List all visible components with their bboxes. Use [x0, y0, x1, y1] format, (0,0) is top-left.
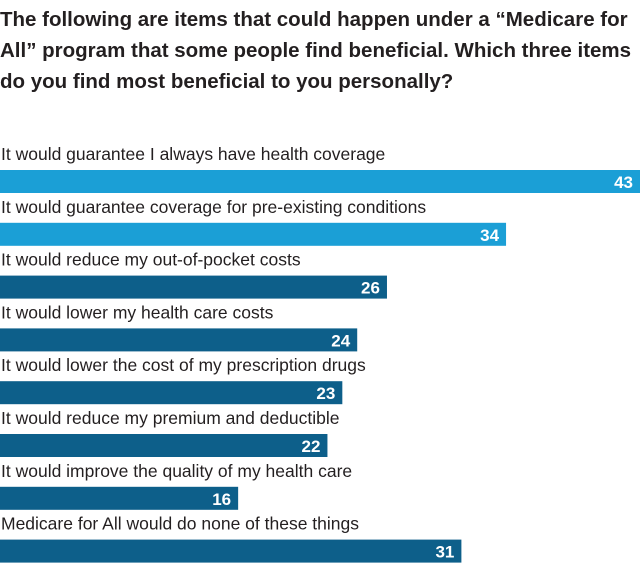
- value-label-it-would-improve-the-quality-of-my-health-care: 16: [212, 490, 231, 509]
- category-label-it-would-reduce-my-out-of-pocket-costs: It would reduce my out-of-pocket costs: [1, 250, 301, 270]
- value-label-it-would-guarantee-coverage-for-pre-existing-conditions: 34: [480, 226, 499, 245]
- value-label-it-would-lower-my-health-care-costs: 24: [331, 331, 350, 350]
- value-label-medicare-for-all-would-do-none-of-these-things: 31: [435, 543, 454, 562]
- bar-medicare-for-all-would-do-none-of-these-things: [0, 539, 462, 563]
- bar-it-would-guarantee-i-always-have-health-coverage: [0, 170, 640, 193]
- category-label-it-would-lower-my-health-care-costs: It would lower my health care costs: [1, 302, 274, 322]
- bar-it-would-lower-my-health-care-costs: [0, 328, 358, 352]
- value-label-it-would-reduce-my-premium-and-deductible: 22: [302, 437, 321, 456]
- category-label-medicare-for-all-would-do-none-of-these-things: Medicare for All would do none of these …: [1, 514, 359, 534]
- value-label-it-would-reduce-my-out-of-pocket-costs: 26: [361, 279, 380, 298]
- bar-it-would-improve-the-quality-of-my-health-care: [0, 486, 239, 510]
- category-label-it-would-improve-the-quality-of-my-health-care: It would improve the quality of my healt…: [1, 461, 352, 481]
- bar-it-would-guarantee-coverage-for-pre-existing-conditions: [0, 222, 507, 246]
- bar-it-would-reduce-my-out-of-pocket-costs: [0, 275, 387, 299]
- bar-it-would-reduce-my-premium-and-deductible: [0, 434, 328, 457]
- category-label-it-would-guarantee-i-always-have-health-coverage: It would guarantee I always have health …: [1, 144, 385, 164]
- value-label-it-would-guarantee-i-always-have-health-coverage: 43: [614, 173, 633, 192]
- chart-title: The following are items that could happe…: [0, 8, 632, 93]
- category-label-it-would-lower-the-cost-of-my-prescription-drugs: It would lower the cost of my prescripti…: [1, 355, 366, 375]
- bar-it-would-lower-the-cost-of-my-prescription-drugs: [0, 381, 343, 405]
- value-label-it-would-lower-the-cost-of-my-prescription-drugs: 23: [316, 384, 335, 403]
- category-label-it-would-guarantee-coverage-for-pre-existing-conditions: It would guarantee coverage for pre-exis…: [1, 197, 426, 217]
- category-label-it-would-reduce-my-premium-and-deductible: It would reduce my premium and deductibl…: [1, 408, 340, 428]
